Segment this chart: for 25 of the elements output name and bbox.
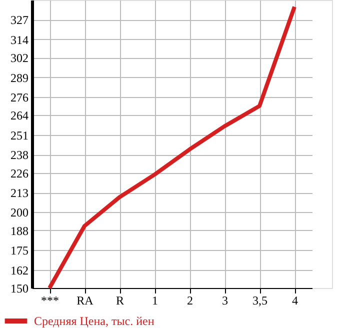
y-tick-label: 226 [10,166,28,180]
y-tick-label: 150 [10,282,28,296]
y-tick-label: 213 [10,186,28,200]
x-tick-label: RA [76,294,94,308]
x-tick-label: 2 [187,294,193,308]
x-tick-label: 4 [292,294,298,308]
y-tick-label: 302 [10,51,28,66]
line-series [48,4,296,290]
x-tick-label: *** [41,294,59,308]
y-tick-label: 188 [10,224,28,238]
x-tick-label: 3,5 [252,294,268,308]
y-tick-label: 327 [10,13,28,28]
y-tick-label: 175 [10,244,28,258]
y-tick-label: 238 [10,148,28,162]
y-tick-label: 264 [10,108,28,123]
y-tick-label: 314 [10,32,28,47]
x-tick-label: 1 [152,294,158,308]
legend-label: Средняя Цена, тыс. йен [34,314,155,328]
y-tick-label: 289 [10,70,28,85]
x-tick-label: R [116,294,124,308]
y-tick-label: 251 [10,128,28,142]
x-tick-label: 3 [222,294,228,308]
y-tick-label: 200 [10,206,28,220]
y-tick-label: 276 [10,90,28,105]
y-tick-label: 162 [10,263,28,278]
